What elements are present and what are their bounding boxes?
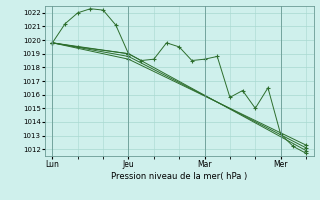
X-axis label: Pression niveau de la mer( hPa ): Pression niveau de la mer( hPa ): [111, 172, 247, 181]
